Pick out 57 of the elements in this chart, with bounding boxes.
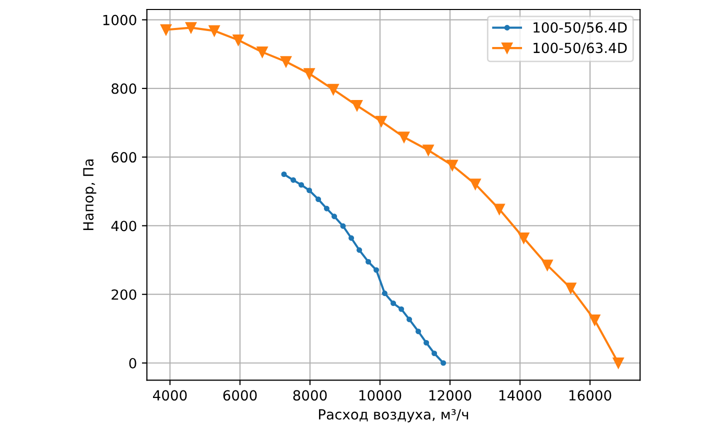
x-tick-label: 10000 xyxy=(359,390,402,401)
point xyxy=(356,247,362,253)
point xyxy=(306,188,312,194)
y-axis-title: Напор, Па xyxy=(83,160,96,230)
point xyxy=(185,22,197,34)
point xyxy=(351,100,363,112)
x-tick-label: 16000 xyxy=(569,390,612,401)
point xyxy=(290,177,296,183)
y-tick-label: 600 xyxy=(112,152,136,163)
point xyxy=(390,300,396,306)
point xyxy=(376,116,387,127)
point xyxy=(340,223,346,229)
point xyxy=(382,290,388,296)
legend-label: 100-50/56.4D xyxy=(534,22,627,34)
point xyxy=(494,204,505,215)
point xyxy=(565,282,576,294)
point xyxy=(232,34,244,46)
point xyxy=(304,68,315,80)
point xyxy=(281,171,287,178)
point xyxy=(612,357,624,369)
point xyxy=(424,340,430,346)
point xyxy=(256,46,268,58)
point xyxy=(324,206,330,212)
x-tick-label: 14000 xyxy=(499,390,542,401)
point xyxy=(422,144,434,156)
point xyxy=(366,258,372,265)
x-tick-label: 12000 xyxy=(429,390,472,401)
point xyxy=(416,328,422,334)
point xyxy=(298,182,304,188)
point xyxy=(432,350,438,356)
y-tick-label: 800 xyxy=(112,83,136,94)
point xyxy=(348,235,354,241)
point xyxy=(542,260,553,271)
y-tick-label: 1000 xyxy=(103,14,136,26)
y-tick-label: 200 xyxy=(112,289,136,300)
point xyxy=(398,132,410,143)
point xyxy=(280,56,292,68)
point xyxy=(589,314,600,326)
x-tick-label: 4000 xyxy=(152,390,187,401)
point xyxy=(440,360,446,366)
point xyxy=(374,267,380,273)
point xyxy=(332,214,338,220)
point xyxy=(470,178,481,190)
point xyxy=(398,306,404,312)
point xyxy=(446,160,458,171)
y-tick-label: 400 xyxy=(111,220,136,232)
point xyxy=(208,25,220,36)
point xyxy=(160,24,172,36)
x-axis-title: Расход воздуха, м³/ч xyxy=(319,409,468,422)
point xyxy=(518,232,530,244)
point xyxy=(316,196,322,202)
y-tick-label: 0 xyxy=(129,358,136,368)
x-tick-label: 8000 xyxy=(293,390,327,401)
point xyxy=(406,316,412,322)
x-tick-label: 6000 xyxy=(223,390,257,401)
legend-label: 100-50/63.4D xyxy=(534,42,627,54)
point xyxy=(328,84,339,96)
